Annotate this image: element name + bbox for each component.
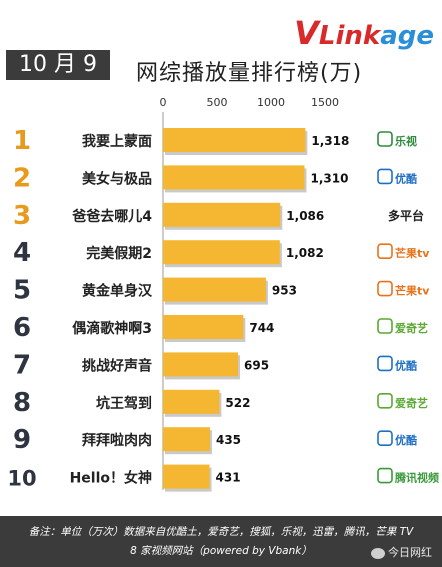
youku-logo-icon [377, 430, 393, 447]
platform-label: 多平台 [388, 208, 424, 223]
chart-row: 2 美女与极品 1,310 优酷 [13, 163, 417, 193]
letv-logo-icon [377, 131, 393, 147]
bar [163, 352, 239, 377]
brand-logo-v: V [294, 14, 319, 52]
mango-tv-logo-icon [377, 280, 393, 297]
bar [163, 165, 305, 190]
chart-row: 5 黄金单身汉 953 芒果tv [13, 276, 430, 306]
mango-tv-logo-icon [377, 243, 393, 259]
value-label: 695 [244, 358, 269, 372]
rank-number: 4 [13, 238, 31, 268]
platform-label: 爱奇艺 [395, 396, 428, 410]
footer-source: 8 家视频网站（powered by Vbank） [130, 545, 312, 557]
bar [163, 202, 281, 227]
category-label: 坑王驾到 [96, 395, 152, 412]
platform-label: 优酷 [395, 358, 417, 372]
value-label: 1,082 [286, 246, 324, 260]
bar [163, 277, 266, 302]
rank-number: 9 [13, 425, 31, 455]
watermark: 今日网红 [371, 544, 432, 560]
category-label: Hello！女神 [70, 470, 152, 487]
chart-title: 网综播放量排行榜(万) [136, 61, 363, 86]
chart-row: 10 Hello！女神 431 腾讯视频 [7, 464, 439, 492]
value-label: 1,086 [286, 209, 324, 223]
value-label: 1,318 [311, 134, 349, 148]
bar [163, 128, 306, 152]
rank-number: 6 [13, 313, 31, 343]
wechat-icon [371, 547, 385, 559]
bar [163, 315, 244, 339]
chart-row: 8 坑王驾到 522 爱奇艺 [13, 388, 428, 418]
youku-logo-icon [377, 168, 393, 185]
chart-row: 6 偶滴歌神啊3 744 爱奇艺 [13, 313, 428, 343]
category-label: 完美假期2 [86, 245, 152, 262]
rank-number: 2 [13, 163, 31, 193]
brand-logo: VLinkage [294, 14, 434, 52]
value-label: 953 [272, 284, 297, 298]
bar [163, 240, 280, 265]
value-label: 435 [216, 433, 241, 447]
footer-bar: 备注：单位（万次）数据来自优酷土，爱奇艺，搜狐，乐视，迅雷，腾讯，芒果 TV 8… [0, 516, 442, 567]
bar [163, 389, 220, 414]
chart-row: 4 完美假期2 1,082 芒果tv [13, 238, 430, 268]
platform-label: 腾讯视频 [395, 471, 439, 485]
category-label: 挑战好声音 [82, 357, 152, 374]
x-tick-label: 0 [160, 96, 167, 109]
tencent-video-logo-icon [377, 467, 393, 484]
iqiyi-logo-icon [377, 318, 393, 334]
youku-logo-icon [377, 355, 393, 372]
ranking-chart: 0 500 1000 1500 1 我要上蒙面 1,318 乐视 2 美女与极品 1,310 优酷 3… [7, 96, 439, 492]
x-tick-label: 1500 [311, 96, 339, 109]
x-tick-label: 500 [207, 96, 228, 109]
platform-label: 芒果tv [395, 284, 430, 298]
value-label: 431 [216, 471, 241, 485]
watermark-text: 今日网红 [388, 546, 432, 559]
category-label: 我要上蒙面 [82, 133, 152, 150]
platform-label: 优酷 [395, 171, 417, 185]
brand-logo-link: Link [318, 21, 381, 51]
chart-row: 1 我要上蒙面 1,318 乐视 [13, 126, 417, 156]
brand-logo-age: age [380, 21, 434, 51]
category-label: 黄金单身汉 [82, 283, 153, 300]
rank-number: 8 [13, 388, 31, 418]
rank-number: 3 [13, 201, 31, 231]
rank-number: 10 [7, 467, 36, 491]
value-label: 1,310 [310, 171, 348, 185]
platform-label: 乐视 [395, 134, 417, 148]
category-label: 爸爸去哪儿4 [71, 208, 152, 225]
platform-label: 优酷 [395, 433, 417, 447]
category-label: 美女与极品 [82, 170, 152, 187]
date-badge: 10 月 9 日 [6, 50, 110, 107]
bar [163, 464, 210, 489]
rank-number: 5 [13, 276, 31, 306]
chart-row: 3 爸爸去哪儿4 1,086 多平台 [13, 201, 424, 231]
x-tick-label: 1000 [257, 96, 285, 109]
platform-label: 芒果tv [395, 246, 430, 260]
platform-label: 爱奇艺 [395, 321, 428, 335]
footer-note: 备注：单位（万次）数据来自优酷土，爱奇艺，搜狐，乐视，迅雷，腾讯，芒果 TV [28, 526, 414, 538]
value-label: 522 [225, 396, 250, 410]
bar [163, 427, 210, 452]
category-label: 拜拜啦肉肉 [82, 432, 152, 449]
rank-number: 1 [13, 126, 31, 156]
iqiyi-logo-icon [377, 392, 393, 409]
value-label: 744 [249, 321, 274, 335]
chart-rows: 1 我要上蒙面 1,318 乐视 2 美女与极品 1,310 优酷 3 爸爸去哪儿4 1,086 多平… [7, 126, 439, 492]
rank-number: 7 [13, 350, 31, 380]
chart-row: 9 拜拜啦肉肉 435 优酷 [13, 425, 417, 455]
category-label: 偶滴歌神啊3 [72, 320, 152, 337]
chart-row: 7 挑战好声音 695 优酷 [13, 350, 417, 380]
